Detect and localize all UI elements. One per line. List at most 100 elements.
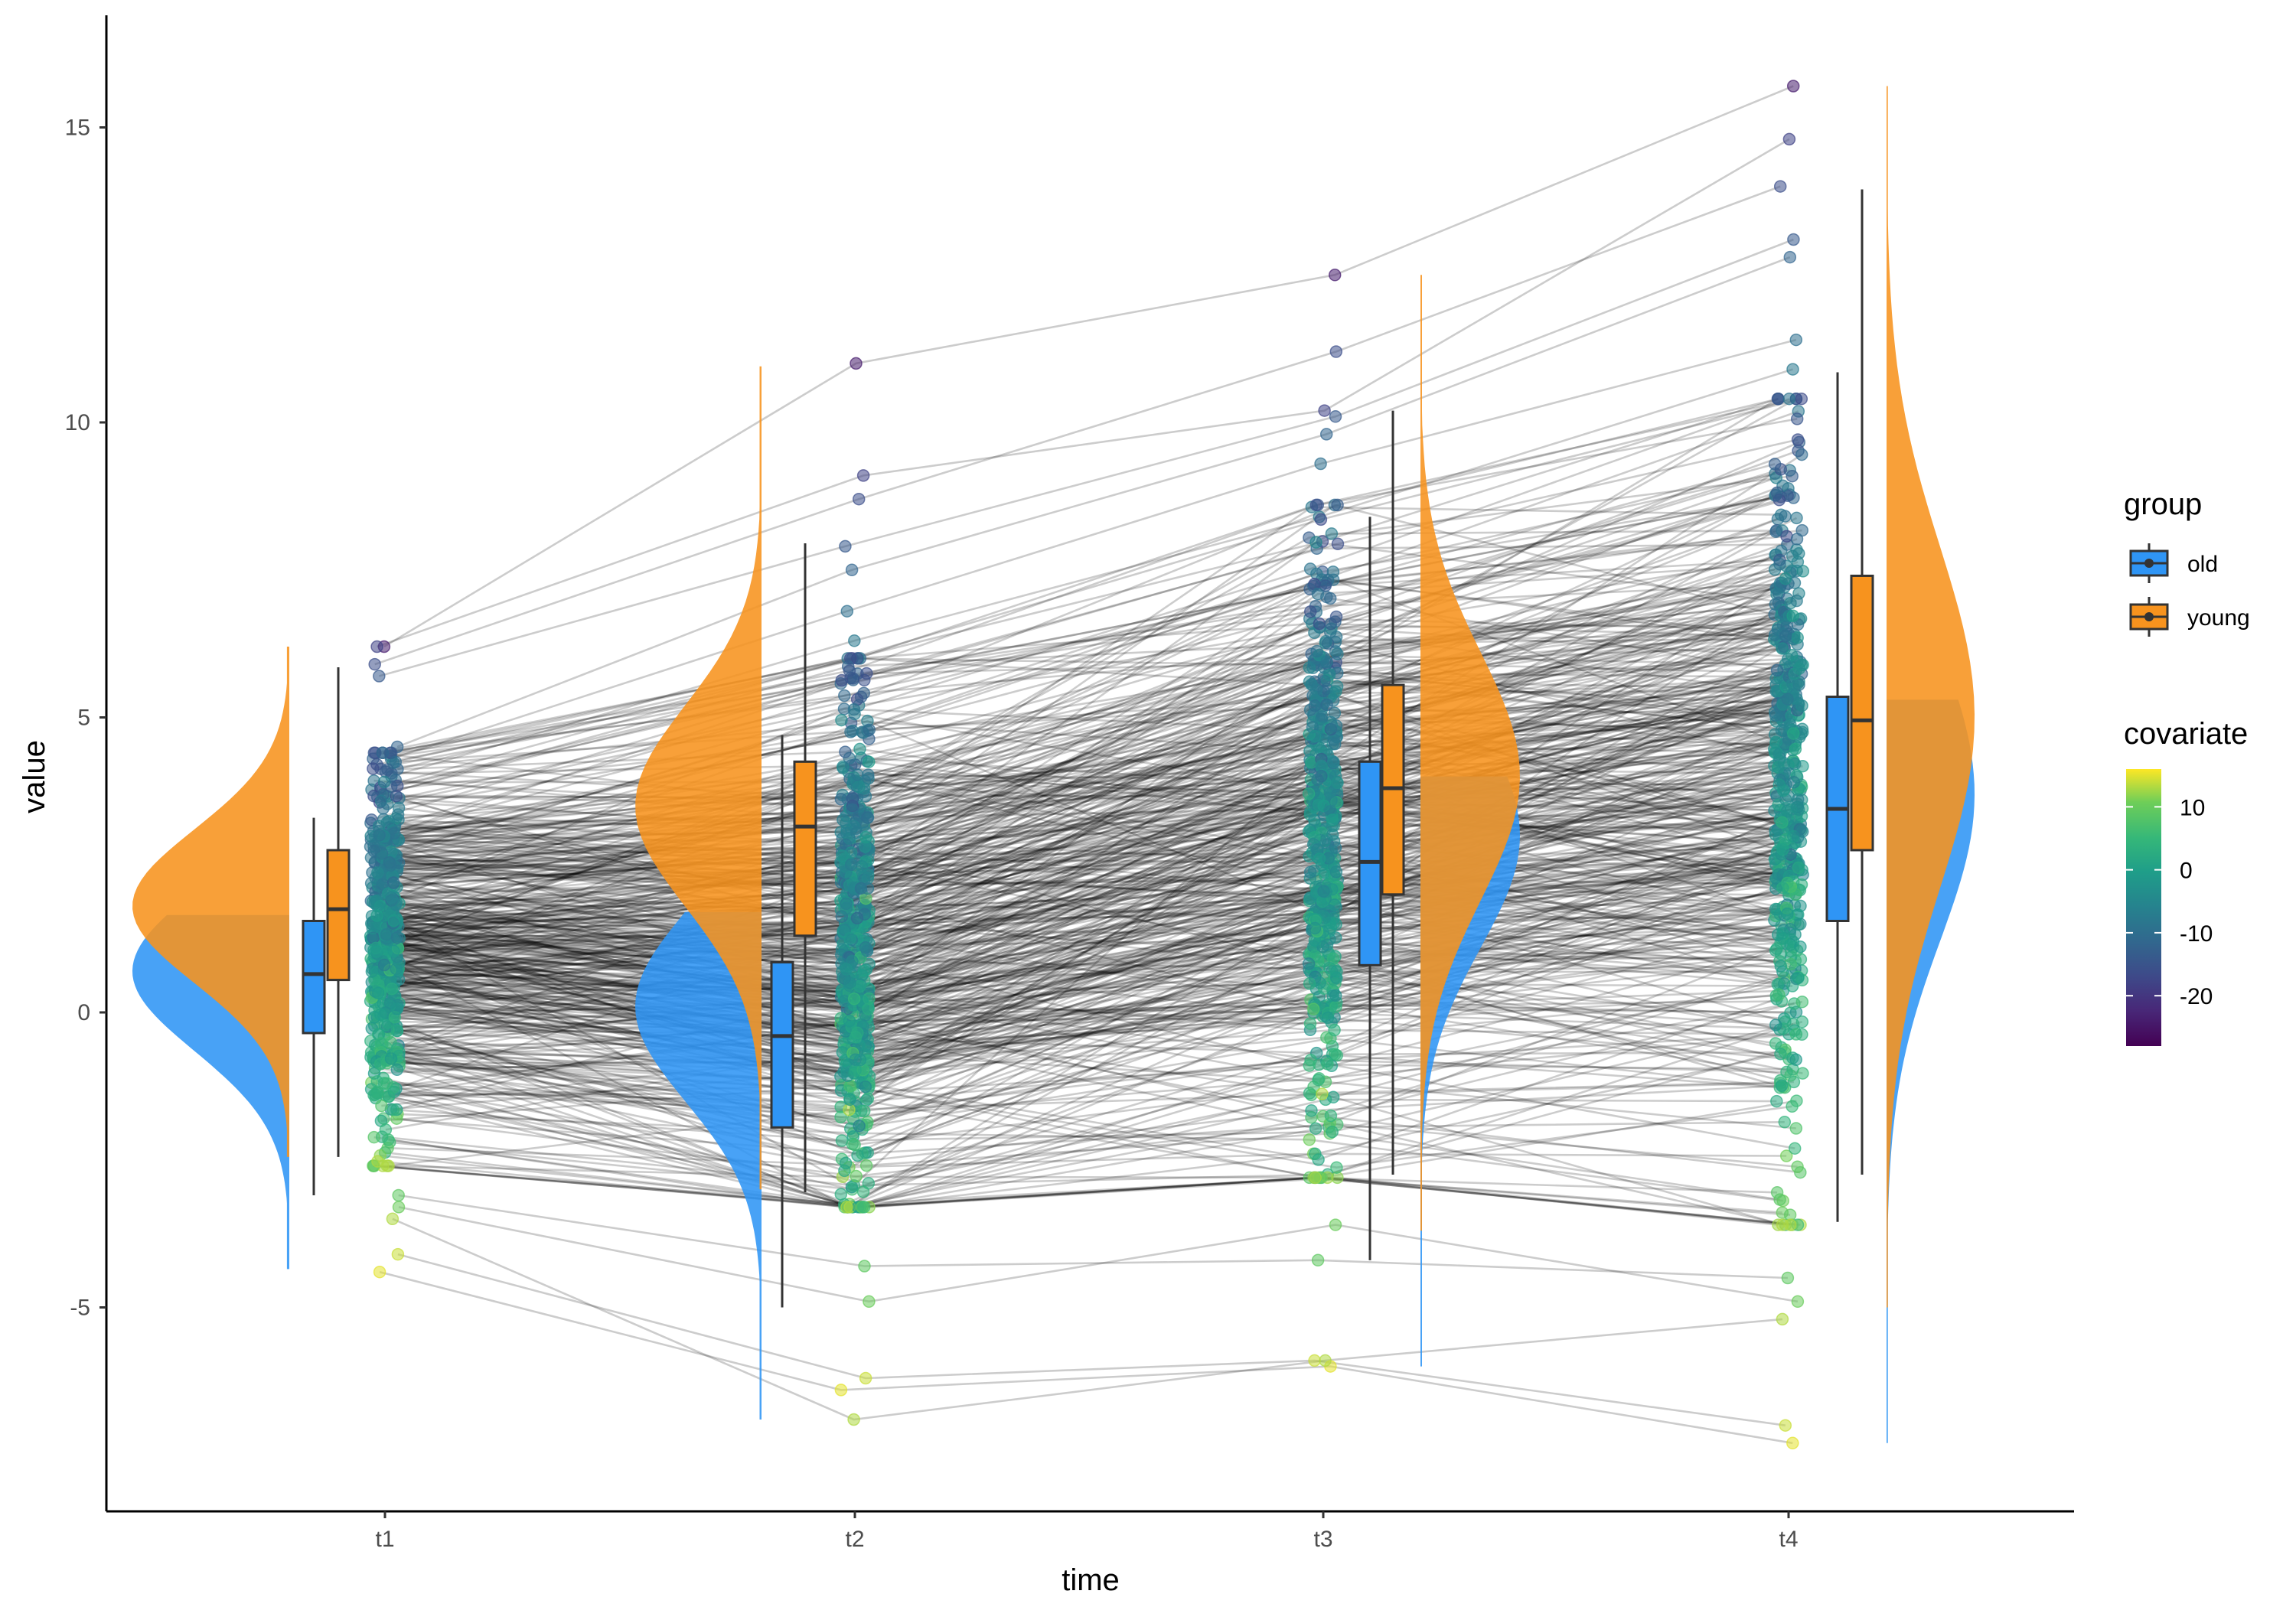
subject-line	[380, 711, 1776, 850]
subject-line	[372, 795, 1789, 970]
y-tick-label: 5	[77, 706, 90, 731]
subject-line	[398, 690, 1777, 995]
subject-line	[377, 683, 1776, 953]
subject-line	[373, 859, 1789, 1073]
subject-line	[380, 707, 1781, 859]
subject-line	[396, 781, 1779, 940]
subject-line	[399, 819, 1798, 1028]
subject-point	[859, 1371, 872, 1385]
subject-line	[387, 912, 1775, 1037]
subject-line	[375, 766, 1779, 974]
subject-point	[392, 1188, 405, 1202]
subject-point	[1781, 693, 1794, 706]
subject-line	[386, 614, 1786, 862]
subject-line	[398, 869, 1802, 1138]
subject-point	[367, 1130, 380, 1144]
subject-line	[380, 646, 1782, 891]
subject-point	[859, 941, 872, 954]
subject-line	[378, 772, 1786, 970]
subject-line	[396, 994, 1776, 1071]
subject-line	[370, 543, 1788, 841]
boxplot-box	[302, 919, 326, 1035]
subject-line	[390, 885, 1784, 1110]
subject-line	[396, 908, 1776, 1059]
subject-point	[1329, 410, 1342, 423]
subject-point	[1789, 888, 1802, 901]
subject-point	[854, 690, 868, 703]
subject-line	[388, 665, 1791, 917]
subject-line	[378, 553, 1777, 890]
subject-line	[373, 438, 1799, 770]
subject-line	[372, 733, 1776, 889]
subject-point	[390, 1002, 404, 1015]
subject-line	[386, 781, 1795, 941]
subject-line	[398, 759, 1793, 1073]
subject-line	[371, 976, 1785, 1119]
boxplot-box	[1850, 574, 1874, 852]
subject-point	[1772, 392, 1785, 406]
subject-line	[373, 441, 1800, 760]
subject-line	[390, 787, 1799, 975]
subject-line	[384, 1024, 1782, 1165]
subject-point	[1324, 617, 1338, 631]
subject-line	[396, 499, 1780, 807]
subject-line	[392, 641, 1781, 911]
subject-point	[851, 768, 864, 781]
x-tick-label: t4	[1779, 1527, 1798, 1552]
subject-line	[380, 993, 1779, 1075]
subject-point	[1321, 1011, 1335, 1025]
subject-point	[1319, 428, 1333, 441]
subject-line	[380, 618, 1786, 830]
subject-point	[1310, 644, 1323, 658]
subject-line	[393, 641, 1781, 912]
subject-line	[390, 615, 1782, 908]
subject-line	[380, 748, 1796, 996]
subject-point	[1783, 250, 1797, 264]
subject-line	[385, 663, 1804, 1009]
subject-line	[380, 748, 1775, 948]
subject-line	[386, 477, 1777, 865]
subject-line	[377, 999, 1791, 1094]
subject-line	[375, 702, 1799, 980]
density-layer	[132, 86, 1975, 1443]
subject-point	[849, 1030, 863, 1044]
subject-line	[370, 853, 1776, 1058]
subject-line	[381, 582, 1781, 835]
subject-line	[396, 993, 1789, 1111]
subject-line	[390, 869, 1779, 1130]
subject-line	[395, 730, 1794, 1084]
subject-point	[367, 839, 380, 852]
subject-point	[844, 858, 858, 872]
subject-line	[380, 1002, 1795, 1117]
subject-point	[847, 992, 861, 1006]
subject-line	[374, 715, 1781, 935]
subject-point	[386, 876, 400, 889]
subject-line	[377, 784, 1802, 990]
subject-point	[1773, 180, 1787, 193]
colorbar-tick-label: -10	[2180, 921, 2213, 947]
subject-point	[1303, 977, 1316, 990]
subject-line	[382, 761, 1795, 950]
subject-line	[382, 582, 1782, 1011]
subject-line	[377, 614, 1789, 880]
subject-line	[377, 1054, 1780, 1113]
subject-point	[1326, 1125, 1339, 1139]
subject-line	[396, 812, 1798, 1041]
subject-point	[1329, 1218, 1342, 1231]
subject-point	[853, 1053, 867, 1067]
subject-line	[395, 538, 1798, 763]
subject-line	[393, 530, 1776, 920]
subject-line	[384, 732, 1802, 950]
group-legend-keys: old young	[2126, 540, 2250, 640]
subject-line	[372, 764, 1775, 998]
subject-line	[386, 699, 1786, 846]
subject-line	[396, 1048, 1786, 1179]
subject-line	[379, 529, 1777, 833]
subject-line	[374, 983, 1793, 1054]
subject-point	[374, 794, 388, 808]
subject-line	[377, 819, 1801, 995]
subject-point	[368, 657, 381, 671]
subject-line	[383, 829, 1802, 1002]
density-t4-young	[1887, 86, 1975, 1308]
subject-point	[852, 492, 866, 506]
